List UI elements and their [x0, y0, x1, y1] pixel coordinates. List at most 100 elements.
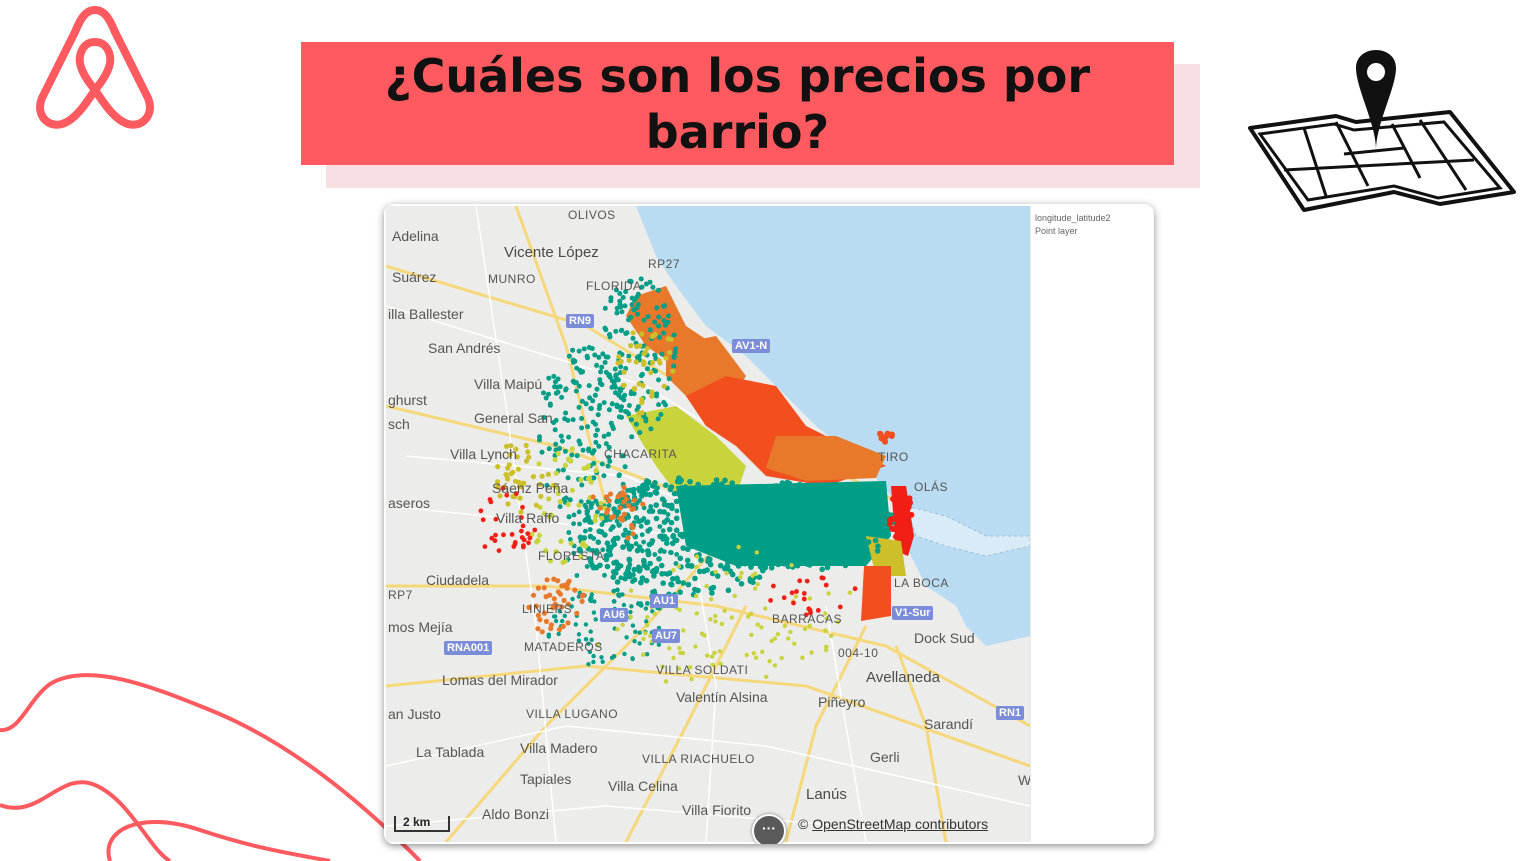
- price-point: [774, 533, 781, 539]
- price-point: [681, 628, 686, 633]
- price-point: [611, 654, 617, 659]
- price-point: [685, 581, 692, 588]
- price-point: [772, 636, 778, 641]
- map-canvas[interactable]: [386, 206, 1030, 842]
- price-point: [574, 573, 580, 578]
- price-point: [519, 535, 525, 540]
- price-point: [847, 505, 854, 512]
- price-point: [865, 491, 871, 498]
- price-point: [588, 505, 594, 510]
- price-point: [811, 485, 817, 492]
- price-point: [478, 508, 484, 514]
- price-point: [657, 548, 663, 554]
- price-point: [541, 610, 548, 616]
- price-point: [599, 515, 605, 521]
- price-point: [788, 629, 793, 635]
- price-point: [631, 491, 637, 497]
- price-point: [510, 493, 516, 500]
- price-point: [637, 641, 642, 646]
- price-point: [738, 581, 745, 587]
- price-point: [813, 560, 819, 566]
- price-point: [639, 284, 645, 290]
- place-label: Lanús: [806, 786, 847, 803]
- price-point: [785, 512, 791, 519]
- price-point: [901, 541, 908, 548]
- price-point: [661, 519, 668, 525]
- price-point: [729, 571, 736, 578]
- price-point: [504, 492, 510, 498]
- price-point: [616, 522, 622, 528]
- price-point: [835, 619, 841, 625]
- price-point: [649, 483, 655, 489]
- price-point: [820, 532, 827, 538]
- price-point: [592, 392, 598, 398]
- price-point: [555, 490, 561, 497]
- price-point: [694, 564, 699, 570]
- price-point: [781, 595, 787, 601]
- price-point: [789, 563, 794, 568]
- price-point: [588, 406, 594, 412]
- price-point: [668, 519, 675, 526]
- price-point: [696, 485, 703, 491]
- price-point: [618, 575, 624, 581]
- more-options-button[interactable]: ···: [752, 814, 786, 844]
- price-point: [786, 492, 792, 498]
- price-point: [859, 536, 866, 542]
- price-point: [816, 528, 823, 535]
- price-point: [757, 564, 764, 570]
- price-point: [578, 554, 584, 560]
- price-point: [643, 631, 648, 636]
- osm-attribution-link[interactable]: OpenStreetMap contributors: [812, 816, 989, 832]
- price-point: [688, 494, 694, 501]
- price-point: [623, 409, 629, 414]
- price-point: [828, 499, 834, 506]
- price-point: [583, 622, 589, 627]
- price-point: [670, 576, 676, 582]
- price-point: [657, 508, 663, 515]
- price-point: [807, 623, 812, 628]
- price-point: [615, 587, 620, 593]
- place-label: San Andrés: [428, 340, 501, 356]
- price-point: [713, 619, 718, 624]
- price-point: [670, 533, 676, 540]
- price-point: [533, 603, 539, 609]
- price-point: [892, 533, 899, 540]
- place-label: Villa Lynch: [450, 446, 517, 462]
- price-point: [656, 377, 661, 383]
- price-point: [797, 536, 803, 543]
- price-point: [821, 543, 827, 549]
- price-point: [591, 536, 597, 541]
- price-point: [646, 508, 653, 514]
- price-point: [562, 462, 569, 468]
- map-panel[interactable]: OLIVOS Adelina Vicente López RP27 Suárez MUNR…: [384, 204, 1154, 844]
- place-label: CHACARITA: [604, 447, 677, 461]
- price-point: [493, 532, 498, 538]
- price-point: [845, 556, 851, 563]
- price-point: [574, 453, 580, 459]
- price-point: [618, 364, 624, 370]
- price-point: [546, 375, 552, 381]
- price-point: [553, 390, 559, 396]
- price-point: [586, 475, 593, 481]
- price-point: [846, 517, 852, 523]
- price-point: [750, 551, 756, 557]
- price-point: [566, 514, 572, 520]
- price-point: [621, 511, 627, 517]
- price-point: [673, 515, 680, 522]
- price-point: [676, 666, 682, 671]
- price-point: [605, 354, 611, 360]
- price-point: [688, 501, 694, 507]
- price-point: [621, 492, 627, 498]
- price-point: [713, 613, 718, 619]
- price-point: [560, 559, 566, 565]
- price-point: [715, 521, 722, 527]
- price-point: [783, 524, 789, 530]
- price-point: [793, 594, 798, 599]
- price-point: [763, 606, 768, 611]
- price-point: [615, 494, 621, 500]
- price-point: [818, 551, 824, 557]
- price-point: [669, 505, 675, 512]
- route-shield: RNA001: [444, 641, 493, 655]
- place-label: Adelina: [392, 228, 439, 244]
- price-point: [625, 535, 631, 541]
